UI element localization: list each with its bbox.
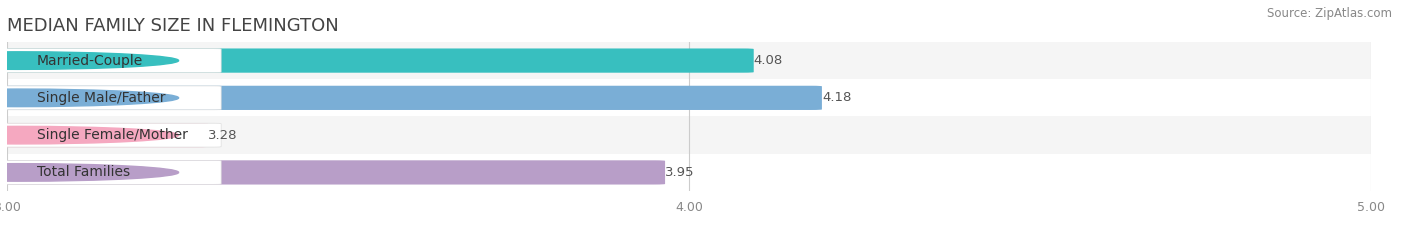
FancyBboxPatch shape <box>0 123 221 147</box>
FancyBboxPatch shape <box>0 86 221 110</box>
Text: Single Male/Father: Single Male/Father <box>37 91 166 105</box>
FancyBboxPatch shape <box>0 42 1378 79</box>
FancyBboxPatch shape <box>0 116 1378 154</box>
FancyBboxPatch shape <box>0 48 754 73</box>
FancyBboxPatch shape <box>0 160 665 185</box>
FancyBboxPatch shape <box>0 161 221 184</box>
Text: 3.95: 3.95 <box>665 166 695 179</box>
Text: Total Families: Total Families <box>37 165 131 179</box>
Text: 4.18: 4.18 <box>823 91 851 104</box>
Text: 3.28: 3.28 <box>208 129 238 142</box>
FancyBboxPatch shape <box>0 79 1378 116</box>
FancyBboxPatch shape <box>0 154 1378 191</box>
Text: Source: ZipAtlas.com: Source: ZipAtlas.com <box>1267 7 1392 20</box>
Circle shape <box>0 89 179 107</box>
Text: 4.08: 4.08 <box>754 54 783 67</box>
Text: Single Female/Mother: Single Female/Mother <box>37 128 188 142</box>
Text: MEDIAN FAMILY SIZE IN FLEMINGTON: MEDIAN FAMILY SIZE IN FLEMINGTON <box>7 17 339 35</box>
FancyBboxPatch shape <box>0 123 208 147</box>
Text: Married-Couple: Married-Couple <box>37 54 143 68</box>
Circle shape <box>0 164 179 181</box>
Circle shape <box>0 52 179 69</box>
FancyBboxPatch shape <box>0 86 823 110</box>
Circle shape <box>0 126 179 144</box>
FancyBboxPatch shape <box>0 49 221 72</box>
